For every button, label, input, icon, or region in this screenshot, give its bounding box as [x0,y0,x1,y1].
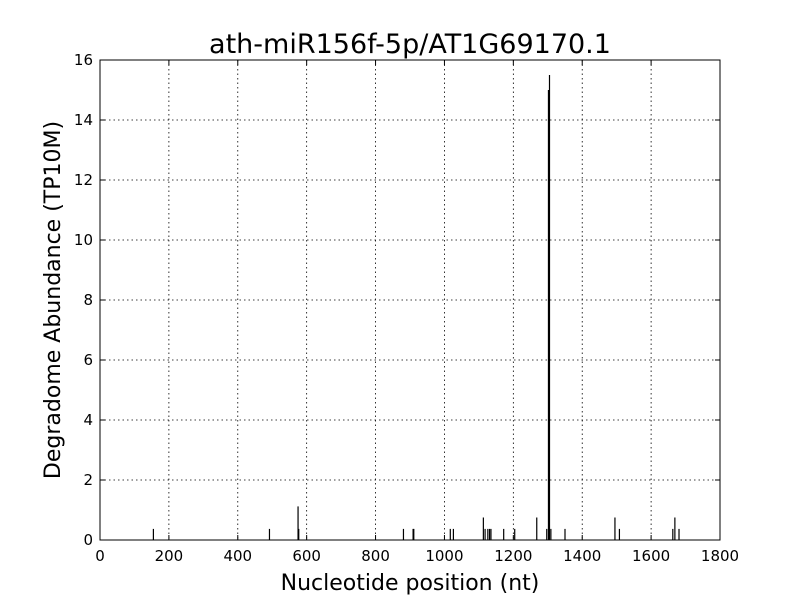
y-tick-label: 0 [83,531,93,549]
y-tick-label: 8 [83,291,93,309]
y-tick-label: 10 [74,231,93,249]
x-tick-label: 1000 [425,547,463,565]
x-axis-label: Nucleotide position (nt) [281,571,540,596]
x-tick-label: 1400 [563,547,601,565]
x-tick-label: 0 [95,547,105,565]
grid-lines [100,60,720,540]
y-tick-label: 6 [83,351,93,369]
y-tick-label: 12 [74,171,93,189]
y-axis-label: Degradome Abundance (TP10M) [41,121,66,479]
x-tick-label: 600 [292,547,321,565]
x-tick-label: 800 [361,547,390,565]
bar-series [152,75,680,540]
y-tick-label: 16 [74,51,93,69]
x-tick-label: 1600 [632,547,670,565]
x-tick-label: 200 [155,547,184,565]
axis-ticks: 0 200 400 600 800 1000 1200 1400 1600 1800 0 2 4 6 8 10… [74,51,739,565]
x-tick-label: 1800 [701,547,739,565]
y-tick-label: 14 [74,111,93,129]
y-tick-label: 4 [83,411,93,429]
x-tick-label: 400 [223,547,252,565]
x-tick-label: 1200 [494,547,532,565]
chart-title: ath-miR156f-5p/AT1G69170.1 [209,29,611,60]
y-tick-label: 2 [83,471,93,489]
